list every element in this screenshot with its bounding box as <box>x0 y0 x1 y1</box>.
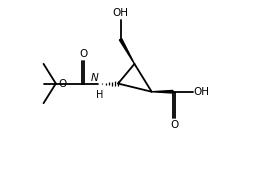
Text: O: O <box>79 49 87 59</box>
Text: O: O <box>58 79 67 89</box>
Polygon shape <box>119 39 134 64</box>
Polygon shape <box>152 90 173 93</box>
Text: H: H <box>96 90 103 100</box>
Text: OH: OH <box>194 87 209 97</box>
Text: N: N <box>91 73 98 83</box>
Text: OH: OH <box>112 8 129 18</box>
Text: O: O <box>170 120 178 130</box>
